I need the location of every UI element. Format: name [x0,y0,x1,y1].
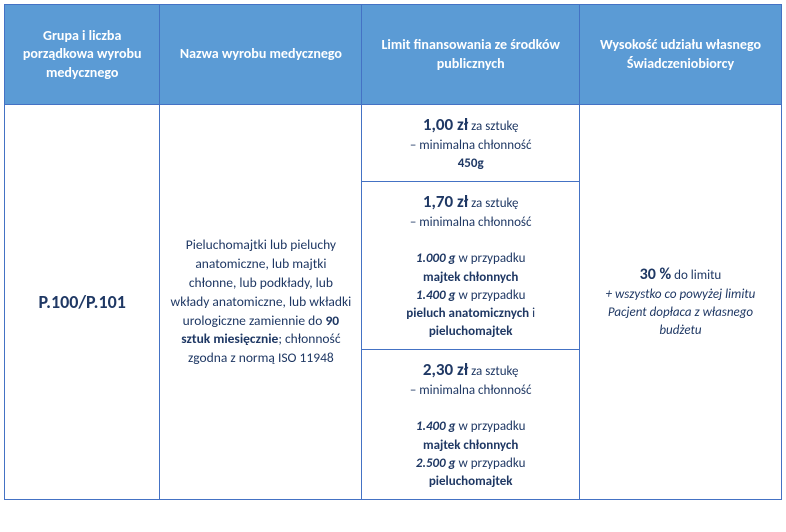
w3-2: 2.500 g [416,456,456,471]
price-3: 2,30 zł [423,359,468,380]
min-absorb-3: – minimalna chłonność [410,383,532,398]
t3-2: w przypadku [456,456,526,471]
unit-2: za sztukę [468,196,518,211]
w2-1: 1.000 g [416,251,456,266]
limit-tier-3: 2,30 zł za sztukę – minimalna chłonność … [362,350,580,500]
min-absorb-2: – minimalna chłonność [410,215,532,230]
price-1: 1,00 zł [423,114,468,135]
t3-1: w przypadku [456,419,526,434]
header-name: Nazwa wyrobu medycznego [160,5,362,105]
p3-1: majtek chłonnych [423,438,518,453]
limit-tier-2: 1,70 zł za sztukę – minimalna chłonność … [362,182,580,350]
w2-2: 1.400 g [416,288,456,303]
price-2: 1,70 zł [423,191,468,212]
unit-1: za sztukę [468,119,518,134]
p2-2a: pieluch anatomicznych [406,306,529,321]
w3-1: 1.400 g [416,419,456,434]
own-share: 30 % do limitu + wszystko co powyżej lim… [579,105,781,500]
share-note: + wszystko co powyżej limitu Pacjent dop… [606,287,756,338]
share-pct: 30 % [640,265,672,284]
product-code: P.100/P.101 [5,105,160,500]
header-share: Wysokość udziału własnego Świadczeniobio… [579,5,781,105]
t2-1: w przypadku [456,251,526,266]
p2-2b: pieluchomajtek [429,324,513,339]
p2-1: majtek chłonnych [423,270,518,285]
min-absorb-1: – minimalna chłonność [410,138,532,153]
p3-2: pieluchomajtek [429,474,513,489]
weight-1: 450g [458,156,484,171]
t2-2: w przypadku [456,288,526,303]
p2-and: i [529,306,535,321]
data-row-1: P.100/P.101 Pieluchomajtki lub pieluchy … [5,105,782,182]
share-pcttext: do limitu [671,268,721,283]
header-row: Grupa i liczba porządkowa wyrobu medyczn… [5,5,782,105]
limit-tier-1: 1,00 zł za sztukę – minimalna chłonność … [362,105,580,182]
header-group: Grupa i liczba porządkowa wyrobu medyczn… [5,5,160,105]
unit-3: za sztukę [468,364,518,379]
product-description: Pieluchomajtki lub pieluchy anatomiczne,… [160,105,362,500]
reimbursement-table: Grupa i liczba porządkowa wyrobu medyczn… [4,4,782,500]
header-limit: Limit finansowania ze środków publicznyc… [362,5,580,105]
